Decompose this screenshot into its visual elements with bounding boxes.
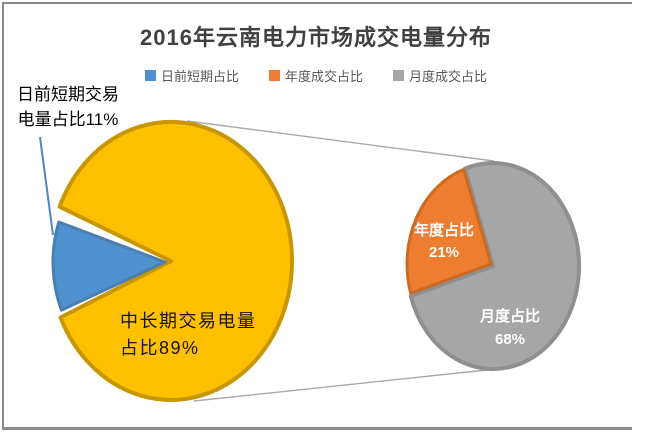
callout-leader-line <box>39 136 54 236</box>
slice-monthly-68pct <box>408 160 582 371</box>
legend-item-annual: 年度成交占比 <box>268 66 363 85</box>
data-label-annual-line2: 21% <box>428 244 460 261</box>
data-label-long-term-line2: 占比89% <box>120 338 200 358</box>
legend-label-annual: 年度成交占比 <box>284 69 363 84</box>
data-label-annual: 年度占比 21% <box>398 220 490 264</box>
data-label-monthly-line1: 月度占比 <box>479 308 540 325</box>
slice-annual-21pct <box>405 167 493 295</box>
pie-slices <box>51 119 582 402</box>
data-label-long-term-line1: 中长期交易电量 <box>120 311 257 331</box>
legend-label-monthly: 月度成交占比 <box>409 69 488 84</box>
chart-frame <box>2 2 632 430</box>
data-label-annual-line1: 年度占比 <box>413 222 474 239</box>
legend-swatch-monthly <box>393 70 404 81</box>
slice-day-ahead-11pct <box>51 220 167 312</box>
chart-title: 2016年云南电力市场成交电量分布 <box>140 25 492 50</box>
legend-label-day-ahead: 日前短期占比 <box>160 69 239 84</box>
legend: 日前短期占比 年度成交占比 月度成交占比 <box>0 66 632 85</box>
data-label-day-ahead: 日前短期交易 电量占比11% <box>2 82 134 132</box>
connector-line-top <box>186 120 495 162</box>
slice-long-term-89pct <box>57 119 295 402</box>
legend-item-monthly: 月度成交占比 <box>393 66 487 85</box>
data-label-monthly: 月度占比 68% <box>463 305 557 351</box>
data-label-day-ahead-line2: 电量占比11% <box>17 110 119 129</box>
data-label-day-ahead-line1: 日前短期交易 <box>17 85 119 104</box>
data-label-monthly-line2: 68% <box>494 331 526 348</box>
connector-line-bottom <box>193 368 497 402</box>
legend-swatch-day-ahead <box>144 70 156 81</box>
legend-swatch-annual <box>268 70 280 81</box>
data-label-long-term: 中长期交易电量 占比89% <box>120 308 310 362</box>
legend-item-day-ahead: 日前短期占比 <box>144 66 239 85</box>
